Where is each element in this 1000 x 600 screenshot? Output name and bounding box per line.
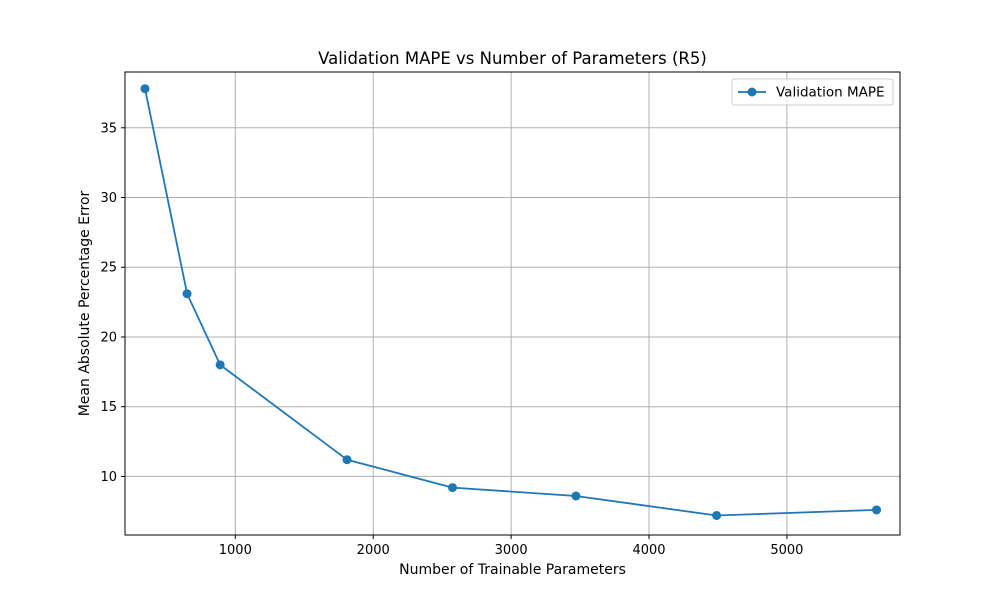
legend-box <box>731 78 894 106</box>
grid-lines <box>125 72 900 535</box>
data-point <box>342 455 352 465</box>
legend-label-validation-mape: Validation MAPE <box>776 85 885 101</box>
data-point <box>712 510 722 520</box>
x-tick-label: 1000 <box>219 543 252 558</box>
x-axis-label: Number of Trainable Parameters <box>399 562 626 578</box>
data-point <box>215 360 225 370</box>
data-point <box>182 289 192 299</box>
legend: Validation MAPE <box>731 78 894 106</box>
data-point <box>571 491 581 501</box>
plot-series <box>140 84 882 520</box>
y-tick-label: 30 <box>100 191 117 206</box>
y-tick-label: 15 <box>100 400 117 415</box>
data-point <box>140 84 150 94</box>
plot-frame <box>124 71 901 536</box>
y-tick-label: 25 <box>100 261 117 276</box>
data-point <box>872 505 882 515</box>
series-line <box>144 88 877 517</box>
x-axis-ticks: 1000 2000 3000 4000 5000 <box>219 535 803 558</box>
y-axis-label: Mean Absolute Percentage Error <box>77 190 93 416</box>
y-tick-label: 10 <box>100 470 117 485</box>
x-tick-label: 4000 <box>632 543 665 558</box>
y-axis-ticks: 10 15 20 25 30 35 <box>100 121 125 485</box>
x-tick-label: 3000 <box>495 543 528 558</box>
y-tick-label: 35 <box>100 121 117 136</box>
legend-marker-swatch <box>747 87 757 97</box>
data-point <box>448 483 458 493</box>
y-tick-label: 20 <box>100 330 117 345</box>
chart-title: Validation MAPE vs Number of Parameters … <box>318 49 707 68</box>
x-tick-label: 5000 <box>770 543 803 558</box>
x-tick-label: 2000 <box>357 543 390 558</box>
